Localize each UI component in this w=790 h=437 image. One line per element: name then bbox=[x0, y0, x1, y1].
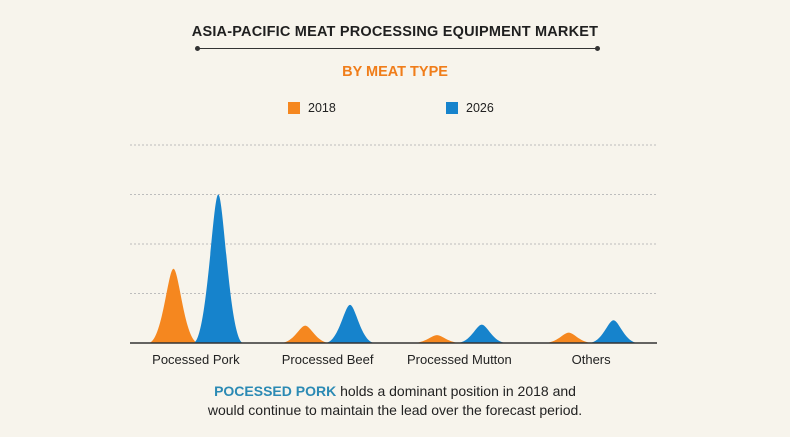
x-tick-label: Others bbox=[572, 352, 612, 367]
legend-swatch-2018 bbox=[288, 102, 300, 114]
legend-label-2026: 2026 bbox=[466, 101, 494, 115]
title-underline-left-dot bbox=[195, 46, 200, 51]
legend-item-2026: 2026 bbox=[446, 100, 494, 116]
caption: POCESSED PORK holds a dominant position … bbox=[0, 382, 790, 420]
peak-2018-2 bbox=[411, 335, 463, 343]
caption-line-2: would continue to maintain the lead over… bbox=[207, 402, 583, 418]
caption-line-1-text: holds a dominant position in 2018 and bbox=[336, 383, 576, 399]
title-underline-right-dot bbox=[595, 46, 600, 51]
peak-2026-1 bbox=[324, 304, 376, 343]
x-tick-label: Pocessed Pork bbox=[152, 352, 240, 367]
legend-item-2018: 2018 bbox=[288, 100, 336, 116]
chart-subtitle: BY MEAT TYPE bbox=[342, 64, 448, 80]
legend: 2018 2026 bbox=[0, 100, 790, 116]
peak-2026-0 bbox=[193, 194, 244, 343]
peak-2026-3 bbox=[588, 320, 639, 343]
peak-2018-1 bbox=[280, 325, 331, 343]
peak-2018-3 bbox=[543, 332, 594, 343]
legend-label-2018: 2018 bbox=[308, 101, 336, 115]
x-tick-label: Processed Mutton bbox=[407, 352, 512, 367]
chart-title: ASIA-PACIFIC MEAT PROCESSING EQUIPMENT M… bbox=[191, 24, 599, 40]
legend-swatch-2026 bbox=[446, 102, 458, 114]
peak-2018-0 bbox=[148, 268, 199, 343]
title-underline bbox=[195, 46, 600, 51]
caption-highlight: POCESSED PORK bbox=[214, 383, 337, 399]
x-tick-label: Processed Beef bbox=[282, 352, 374, 367]
peak-2026-2 bbox=[456, 324, 507, 343]
caption-line-1: POCESSED PORK holds a dominant position … bbox=[0, 382, 790, 401]
